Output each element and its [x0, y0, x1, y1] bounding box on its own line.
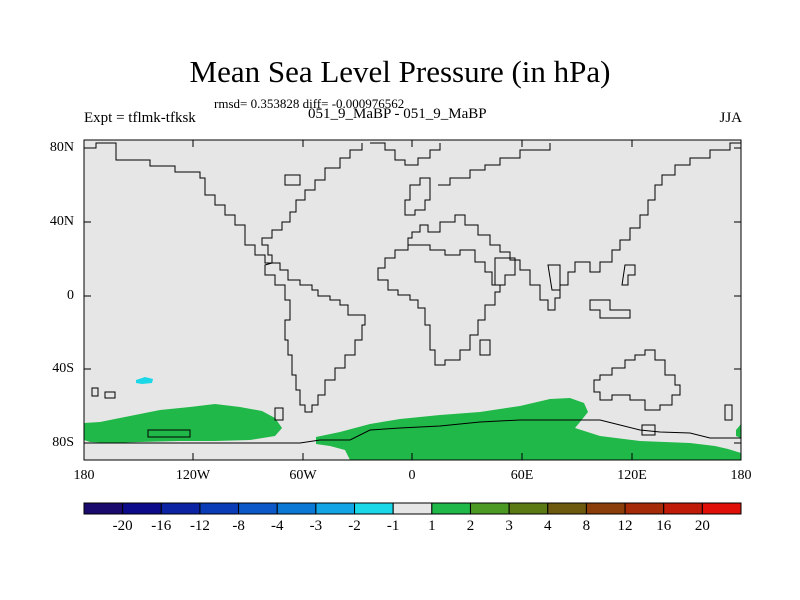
anomaly-region-negative-patch [136, 377, 153, 384]
colorbar-label: -1 [386, 518, 400, 534]
outline-small-island-2 [104, 391, 116, 399]
x-label-120w: 120W [175, 468, 211, 483]
colorbar-box [508, 502, 549, 515]
outline-small-island-4 [641, 424, 656, 436]
axis-ticks [84, 140, 741, 460]
outline-antarctic-peninsula [147, 429, 191, 438]
outline-northern-eurasia [438, 143, 551, 186]
season-label: JJA [719, 110, 742, 126]
colorbar-box [276, 502, 317, 515]
y-label-80s: 80S [52, 435, 74, 450]
outline-antarctica [84, 419, 741, 444]
outline-greenland [370, 142, 441, 166]
colorbar-label: 16 [656, 518, 672, 534]
colorbar-box [199, 502, 240, 515]
colorbar-label: 3 [505, 518, 513, 534]
colorbar-label: -12 [189, 518, 210, 534]
y-label-40n: 40N [49, 214, 74, 229]
outline-new-zealand [724, 404, 733, 421]
x-label-180w: 180 [73, 468, 95, 483]
map-title: Mean Sea Level Pressure (in hPa) [189, 54, 611, 89]
y-label-40s: 40S [52, 361, 74, 376]
anomaly-region-southern-ocean-pacific [84, 404, 282, 443]
coastlines [84, 142, 741, 444]
colorbar-box [122, 502, 162, 515]
outline-arabia [494, 257, 516, 286]
colorbar-label: -2 [348, 518, 361, 534]
colorbar-box [160, 502, 201, 515]
colorbar-box [315, 502, 356, 515]
colorbar-box [547, 502, 587, 515]
outline-hudson [284, 174, 301, 186]
outline-india [547, 264, 561, 291]
x-label-60e: 60E [510, 468, 534, 483]
experiment-label: Expt = tflmk-tfksk [84, 110, 196, 126]
colorbar-label: 1 [428, 518, 436, 534]
colorbar-label: 12 [617, 518, 633, 534]
outline-eurasia [407, 142, 741, 311]
x-label-120e: 120E [617, 468, 647, 483]
outline-indonesia [589, 299, 631, 319]
colorbar [83, 502, 742, 515]
colorbar-label: 8 [582, 518, 591, 534]
colorbar-box [83, 502, 124, 515]
colorbar-label: 4 [544, 518, 552, 534]
x-label-0: 0 [408, 468, 416, 483]
colorbar-label: -4 [270, 518, 284, 534]
colorbar-label: 2 [466, 518, 475, 534]
outline-australia [593, 349, 681, 411]
run-comparison-label: 051_9_MaBP - 051_9_MaBP [308, 106, 487, 122]
outline-madagascar [479, 339, 491, 356]
colorbar-label: -3 [309, 518, 323, 534]
colorbar-box [585, 502, 626, 515]
colorbar-label: -8 [232, 518, 245, 534]
outline-small-island-1 [91, 387, 99, 397]
colorbar-label: -16 [151, 518, 172, 534]
colorbar-label: -20 [112, 518, 133, 534]
anomaly-region-southern-ocean-atlantic [316, 398, 741, 460]
outline-scandinavia [404, 177, 431, 216]
y-label-80n: 80N [49, 140, 74, 155]
colorbar-box [354, 502, 394, 515]
outline-japan [621, 264, 636, 286]
outline-south-america [264, 262, 366, 413]
anomaly-region-south-pacific-edge [736, 424, 741, 438]
colorbar-box [624, 502, 665, 515]
y-label-0: 0 [67, 288, 74, 303]
x-label-60w: 60W [289, 468, 317, 483]
outline-small-island-3 [274, 407, 284, 421]
colorbar-box [238, 502, 278, 515]
x-label-180e: 180 [730, 468, 752, 483]
colorbar-box [469, 502, 510, 515]
colorbar-box [431, 502, 471, 515]
colorbar-box [392, 502, 433, 515]
colorbar-box [663, 502, 703, 515]
outline-africa [377, 244, 501, 366]
rmsd-diff-stats: rmsd= 0.353828 diff= -0.000976562 [214, 96, 405, 111]
colorbar-label: 20 [694, 518, 710, 534]
colorbar-box [701, 502, 742, 515]
